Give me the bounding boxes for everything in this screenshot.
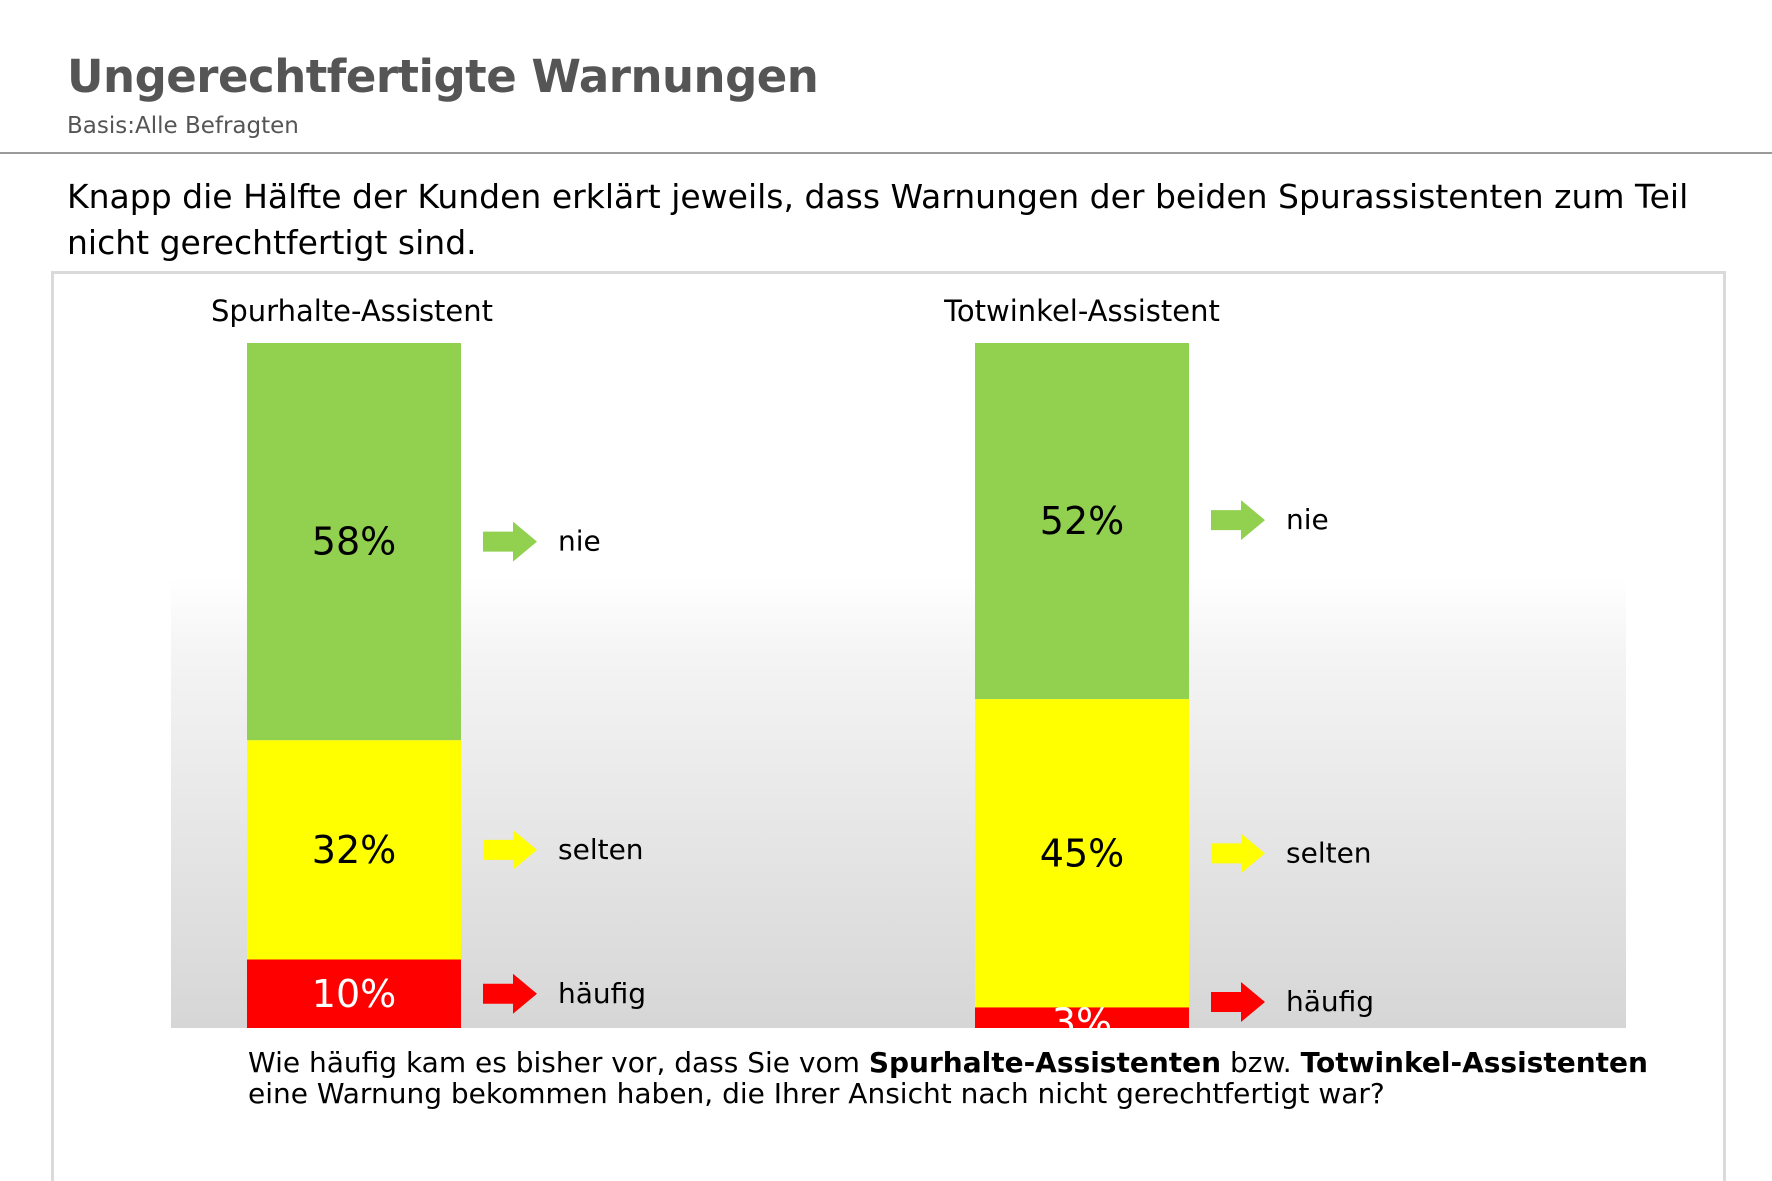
survey-question: Wie häufig kam es bisher vor, dass Sie v… xyxy=(248,1047,1648,1109)
value-label-spurhalte-assistent-haeufig: 10% xyxy=(312,972,396,1016)
bar-title-spurhalte-assistent: Spurhalte-Assistent xyxy=(211,294,493,328)
bar-segment-spurhalte-assistent-selten xyxy=(247,740,461,960)
bar-title-totwinkel-assistent: Totwinkel-Assistent xyxy=(943,294,1220,328)
legend-arrow-totwinkel-assistent-haeufig xyxy=(1211,982,1265,1022)
headline-text: Knapp die Hälfte der Kunden erklärt jewe… xyxy=(67,177,1689,262)
value-label-spurhalte-assistent-nie: 58% xyxy=(312,520,396,564)
legend-arrow-spurhalte-assistent-selten xyxy=(483,829,537,870)
bar-segment-totwinkel-assistent-selten xyxy=(975,699,1189,1008)
legend-label-totwinkel-assistent-selten: selten xyxy=(1286,836,1372,869)
page-subtitle: Basis:Alle Befragten xyxy=(67,113,299,139)
question-text-1: Wie häufig kam es bisher vor, dass Sie v… xyxy=(248,1046,869,1079)
value-label-spurhalte-assistent-selten: 32% xyxy=(312,828,396,872)
legend-label-totwinkel-assistent-nie: nie xyxy=(1286,503,1329,536)
header-divider xyxy=(0,152,1772,154)
bar-segment-totwinkel-assistent-haeufig xyxy=(975,1007,1189,1028)
legend-label-totwinkel-assistent-haeufig: häufig xyxy=(1286,985,1374,1018)
bar-segment-spurhalte-assistent-haeufig xyxy=(247,959,461,1028)
legend-label-spurhalte-assistent-nie: nie xyxy=(558,525,601,558)
value-label-totwinkel-assistent-haeufig: 3% xyxy=(1052,1000,1112,1044)
question-text-2: bzw. xyxy=(1221,1046,1301,1079)
question-bold-1: Spurhalte-Assistenten xyxy=(868,1046,1222,1079)
page-title: Ungerechtfertigte Warnungen xyxy=(67,50,819,103)
bar-segment-totwinkel-assistent-nie xyxy=(975,343,1189,700)
value-label-totwinkel-assistent-nie: 52% xyxy=(1040,499,1124,543)
legend-arrow-spurhalte-assistent-haeufig xyxy=(483,973,537,1014)
question-bold-2: Totwinkel-Assistenten xyxy=(1300,1046,1648,1079)
bar-segment-spurhalte-assistent-nie xyxy=(247,343,461,741)
legend-label-spurhalte-assistent-selten: selten xyxy=(558,833,644,866)
legend-arrow-totwinkel-assistent-selten xyxy=(1211,833,1265,874)
legend-label-spurhalte-assistent-haeufig: häufig xyxy=(558,977,646,1010)
legend-arrow-totwinkel-assistent-nie xyxy=(1211,500,1265,541)
value-label-totwinkel-assistent-selten: 45% xyxy=(1040,831,1124,875)
legend-arrow-spurhalte-assistent-nie xyxy=(483,521,537,562)
question-text-3: eine Warnung bekommen haben, die Ihrer A… xyxy=(248,1077,1385,1110)
